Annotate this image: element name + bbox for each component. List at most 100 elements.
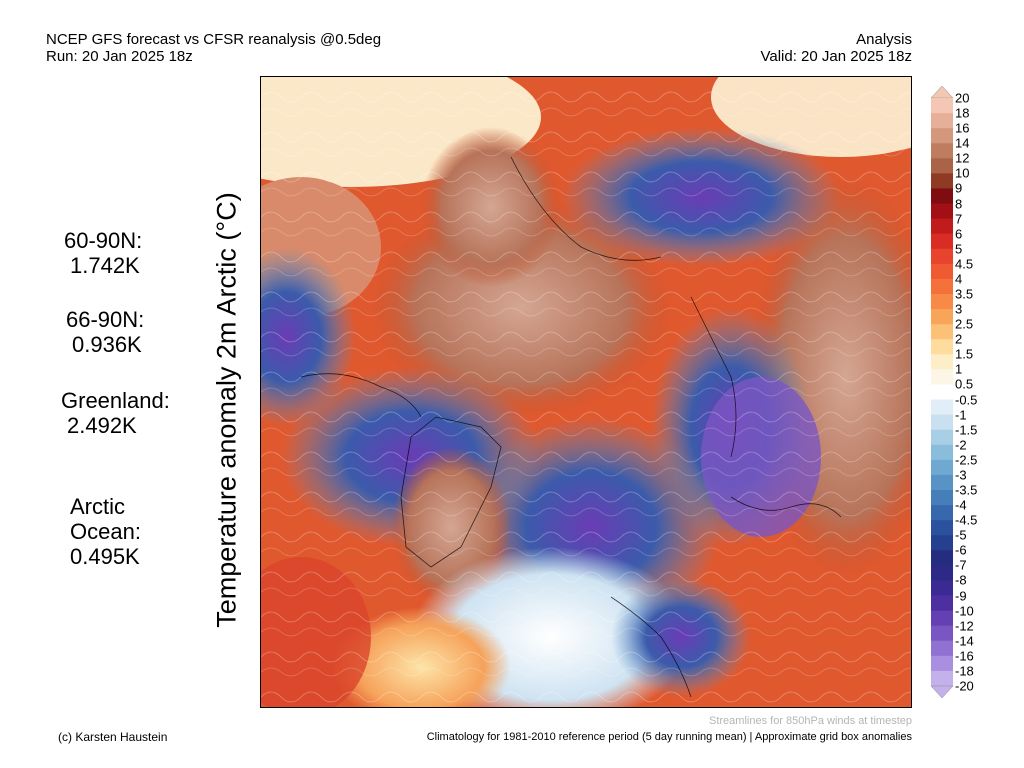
colorbar-tick-label: -16 — [955, 648, 974, 664]
colorbar-tick-label: 1.5 — [955, 346, 974, 362]
colorbar-swatch — [931, 173, 953, 189]
stat-label: 66-90N: — [66, 307, 145, 332]
side-title-text: Temperature anomaly 2m Arctic (°C) — [211, 192, 242, 628]
colorbar-tick-label: -5 — [955, 527, 967, 543]
colorbar-tick-label: 2.5 — [955, 316, 974, 332]
colorbar-tick-label: -12 — [955, 618, 974, 634]
colorbar-swatch — [931, 203, 953, 220]
stat-66-90n: 66-90N: 0.936K — [66, 307, 144, 357]
colorbar-swatch — [931, 580, 953, 597]
stat-value: 0.936K — [72, 332, 142, 357]
colorbar-tick-label: 0.5 — [955, 376, 974, 392]
colorbar-swatch — [931, 399, 953, 416]
colorbar-swatch — [931, 565, 953, 581]
colorbar-swatch — [931, 444, 953, 461]
colorbar-tick-label: 4.5 — [955, 256, 974, 272]
colorbar-tick-label: 2 — [955, 331, 963, 347]
stat-value: 2.492K — [67, 413, 137, 438]
colorbar-tick-label: -3.5 — [955, 482, 978, 498]
colorbar-tick-label: -10 — [955, 603, 974, 619]
colorbar-tick-label: -0.5 — [955, 392, 978, 408]
colorbar-labels: 20 18 16 14 12 10 9 8 7 6 5 4.5 4 3.5 3 2.5 2 1.5 1 0.5 -0.5… — [955, 86, 1015, 698]
colorbar-swatch — [931, 459, 953, 476]
colorbar-swatch — [931, 610, 953, 627]
colorbar-swatch — [931, 248, 953, 265]
colorbar-tick-label: 3 — [955, 301, 963, 317]
anomaly-map[interactable] — [260, 76, 912, 708]
colorbar-swatch — [931, 384, 953, 401]
credit: (c) Karsten Haustein — [58, 730, 168, 744]
colorbar-tick-label: 4 — [955, 271, 963, 287]
colorbar-swatch — [931, 309, 953, 325]
colorbar-swatch — [931, 625, 953, 642]
colorbar-swatch — [931, 218, 953, 235]
colorbar-tick-label: 14 — [955, 135, 970, 151]
colorbar-swatch — [931, 655, 953, 672]
valid-block: Analysis Valid: 20 Jan 2025 18z — [760, 31, 912, 65]
colorbar-tick-label: -14 — [955, 633, 974, 649]
run-line: Run: 20 Jan 2025 18z — [46, 48, 193, 65]
colorbar-tick-label: -2.5 — [955, 452, 978, 468]
stat-greenland: Greenland: 2.492K — [61, 388, 170, 438]
colorbar-tick-label: 1 — [955, 361, 963, 377]
colorbar-tick-label: 6 — [955, 226, 963, 242]
colorbar-swatch — [931, 128, 953, 144]
colorbar-swatch — [931, 550, 953, 566]
colorbar-swatch — [931, 278, 953, 295]
colorbar-swatch — [931, 369, 953, 385]
colorbar-tick-label: -2 — [955, 437, 967, 453]
colorbar-tick-label: -18 — [955, 663, 974, 679]
colorbar-swatch — [931, 263, 953, 280]
colorbar-swatch — [931, 294, 953, 310]
colorbar-top-arrow — [931, 86, 953, 99]
colorbar-tick-label: 8 — [955, 196, 963, 212]
colorbar-tick-label: 7 — [955, 211, 963, 227]
colorbar-swatch — [931, 143, 953, 159]
colorbar-tick-label: 5 — [955, 241, 963, 257]
colorbar-tick-label: 10 — [955, 165, 970, 181]
colorbar-tick-label: -4.5 — [955, 512, 978, 528]
colorbar-tick-label: -1 — [955, 407, 967, 423]
colorbar-swatch — [931, 354, 953, 370]
title-line-1: NCEP GFS forecast vs CFSR reanalysis @0.… — [46, 31, 382, 48]
coastlines — [300, 156, 842, 698]
colorbar-tick-label: -8 — [955, 572, 967, 588]
colorbar-swatch — [931, 535, 953, 551]
stat-label: Greenland: — [61, 388, 170, 413]
colorbar-swatch — [931, 113, 953, 129]
stat-arctic-ocean: Arctic Ocean: 0.495K — [70, 469, 141, 594]
colorbar-tick-label: -3 — [955, 467, 967, 483]
colorbar-swatch — [931, 98, 953, 114]
streamline-note: Streamlines for 850hPa winds at timestep — [709, 715, 912, 727]
colorbar-swatch — [931, 188, 953, 205]
colorbar-swatch — [931, 414, 953, 431]
colorbar-swatch — [931, 670, 953, 687]
stat-60-90n: 60-90N: 1.742K — [64, 228, 142, 278]
title-block: NCEP GFS forecast vs CFSR reanalysis @0.… — [46, 31, 381, 65]
colorbar-tick-label: -20 — [955, 678, 974, 694]
colorbar-tick-label: -9 — [955, 588, 967, 604]
climatology-note: Climatology for 1981-2010 reference peri… — [426, 731, 912, 743]
colorbar-tick-label: -6 — [955, 542, 967, 558]
colorbar-swatch — [931, 339, 953, 355]
analysis-label: Analysis — [856, 31, 912, 48]
stat-value: 1.742K — [70, 253, 140, 278]
colorbar-swatch — [931, 505, 953, 521]
anomaly-map-canvas — [261, 77, 911, 707]
stat-label: Arctic Ocean: — [70, 494, 141, 544]
colorbar-swatch — [931, 640, 953, 657]
colorbar-swatch — [931, 595, 953, 612]
colorbar-tick-label: 12 — [955, 150, 970, 166]
colorbar-swatch — [931, 429, 953, 446]
colorbar-tick-label: -4 — [955, 497, 967, 513]
colorbar-swatch — [931, 490, 953, 506]
colorbar-tick-label: 18 — [955, 105, 970, 121]
colorbar — [931, 86, 953, 698]
colorbar-tick-label: 20 — [955, 90, 970, 106]
colorbar-swatch — [931, 158, 953, 174]
colorbar-swatch — [931, 324, 953, 340]
colorbar-tick-label: -7 — [955, 557, 967, 573]
colorbar-swatch — [931, 520, 953, 536]
colorbar-tick-label: 16 — [955, 120, 970, 136]
colorbar-tick-label: 9 — [955, 180, 963, 196]
